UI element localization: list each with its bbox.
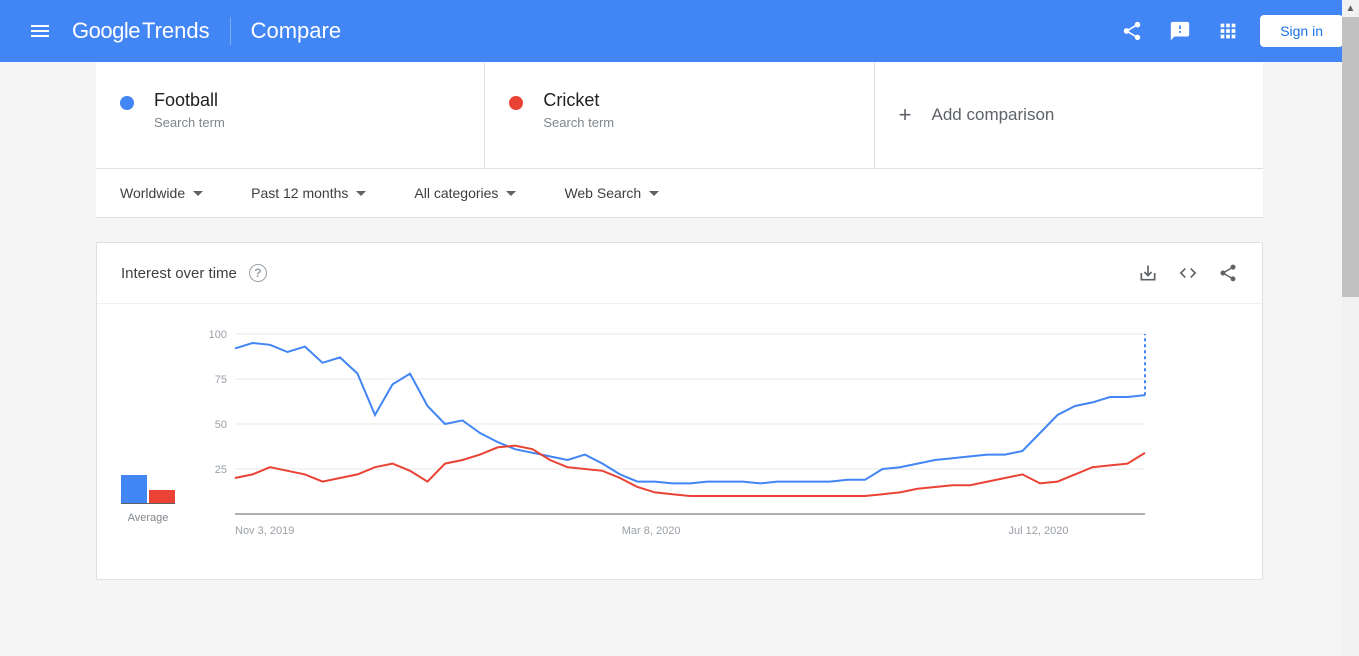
app-header: Google Trends Compare Sign in [0,0,1359,62]
add-comparison-label: Add comparison [932,105,1055,125]
chevron-down-icon [356,191,366,196]
term-name-1: Football [154,90,225,111]
average-bars [121,424,175,504]
svg-text:25: 25 [215,464,227,476]
filter-region[interactable]: Worldwide [120,185,203,201]
help-icon[interactable]: ? [249,264,267,282]
add-comparison-button[interactable]: + Add comparison [875,62,1263,168]
filter-region-label: Worldwide [120,185,185,201]
chart-body: Average 25 50 75 100 Nov 3, 2019 Mar 8, 2020 J… [97,304,1262,579]
compare-term-1[interactable]: Football Search term [96,62,485,168]
page-title: Compare [251,18,341,44]
signin-button[interactable]: Sign in [1260,15,1343,47]
chevron-down-icon [193,191,203,196]
svg-text:Jul 12, 2020: Jul 12, 2020 [1009,525,1069,537]
scroll-thumb[interactable] [1342,17,1359,297]
chart-svg: 25 50 75 100 Nov 3, 2019 Mar 8, 2020 Jul 12, 2… [195,324,1155,544]
chart-header: Interest over time ? [97,243,1262,304]
chart-panel: Interest over time ? Average 25 50 75 100 No… [96,242,1263,580]
term-type-1: Search term [154,115,225,130]
svg-text:Nov 3, 2019: Nov 3, 2019 [235,525,294,537]
filter-time-label: Past 12 months [251,185,348,201]
chevron-down-icon [649,191,659,196]
feedback-icon[interactable] [1156,7,1204,55]
download-icon[interactable] [1138,263,1158,283]
average-section: Average [121,324,175,549]
term-type-2: Search term [543,115,614,130]
plus-icon: + [899,102,912,128]
scrollbar[interactable]: ▲ [1342,0,1359,656]
scroll-up-icon[interactable]: ▲ [1342,0,1359,17]
embed-icon[interactable] [1178,263,1198,283]
term-dot-2 [509,96,523,110]
chevron-down-icon [506,191,516,196]
apps-icon[interactable] [1204,7,1252,55]
share-chart-icon[interactable] [1218,263,1238,283]
filter-search-type-label: Web Search [564,185,641,201]
svg-text:Mar 8, 2020: Mar 8, 2020 [622,525,681,537]
share-icon[interactable] [1108,7,1156,55]
term-name-2: Cricket [543,90,614,111]
menu-icon[interactable] [16,7,64,55]
filter-category-label: All categories [414,185,498,201]
compare-term-2[interactable]: Cricket Search term [485,62,874,168]
filter-time[interactable]: Past 12 months [251,185,366,201]
filter-row: Worldwide Past 12 months All categories … [96,169,1263,218]
line-chart: 25 50 75 100 Nov 3, 2019 Mar 8, 2020 Jul 12, 2… [195,324,1238,549]
logo-google-text: Google [72,18,140,44]
header-divider [230,17,231,45]
average-label: Average [128,512,169,524]
logo-trends-text: Trends [142,18,210,44]
svg-text:75: 75 [215,374,227,386]
svg-text:50: 50 [215,419,227,431]
chart-title: Interest over time [121,265,237,282]
filter-category[interactable]: All categories [414,185,516,201]
filter-search-type[interactable]: Web Search [564,185,659,201]
logo[interactable]: Google Trends [72,18,210,44]
svg-text:100: 100 [209,329,227,341]
term-dot-1 [120,96,134,110]
compare-row: Football Search term Cricket Search term… [96,62,1263,169]
